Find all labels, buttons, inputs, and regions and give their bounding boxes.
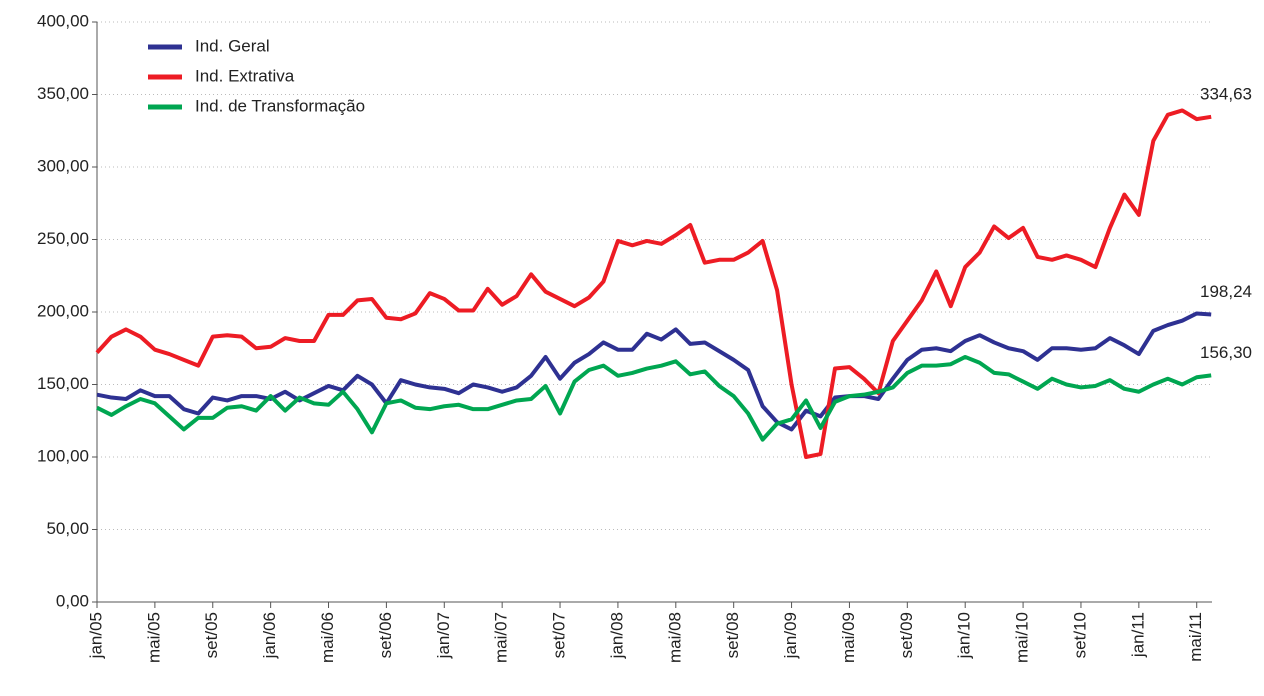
series-line — [96, 311, 1212, 432]
x-tick-label: set/08 — [723, 612, 742, 658]
x-tick-label: mai/05 — [144, 612, 163, 663]
x-tick-label: jan/10 — [955, 612, 974, 659]
x-tick-label: mai/07 — [492, 612, 511, 663]
x-tick-label: jan/07 — [434, 612, 453, 659]
x-tick-label: jan/08 — [607, 612, 626, 659]
legend-label: Ind. Geral — [195, 36, 270, 55]
y-tick-label: 200,00 — [37, 301, 89, 320]
x-tick-label: set/07 — [550, 612, 569, 658]
x-tick-label: set/09 — [897, 612, 916, 658]
x-tick-label: jan/06 — [260, 612, 279, 659]
x-tick-label: mai/10 — [1013, 612, 1032, 663]
legend-label: Ind. de Transformação — [195, 96, 365, 115]
legend-label: Ind. Extrativa — [195, 66, 295, 85]
x-tick-label: set/06 — [376, 612, 395, 658]
series-line — [96, 354, 1212, 442]
value-label: 334,63 — [1200, 84, 1252, 103]
x-tick-label: set/10 — [1070, 612, 1089, 658]
x-tick-label: mai/06 — [318, 612, 337, 663]
y-tick-label: 350,00 — [37, 84, 89, 103]
x-tick-label: mai/08 — [665, 612, 684, 663]
y-tick-label: 150,00 — [37, 374, 89, 393]
y-tick-label: 400,00 — [37, 11, 89, 30]
y-tick-label: 100,00 — [37, 446, 89, 465]
x-tick-label: mai/09 — [839, 612, 858, 663]
y-tick-label: 0,00 — [56, 591, 89, 610]
x-tick-label: jan/09 — [781, 612, 800, 659]
x-tick-label: mai/11 — [1186, 612, 1205, 662]
value-label: 156,30 — [1200, 343, 1252, 362]
y-tick-label: 50,00 — [46, 519, 89, 538]
x-tick-label: set/05 — [202, 612, 221, 658]
y-tick-label: 300,00 — [37, 156, 89, 175]
y-tick-label: 250,00 — [37, 229, 89, 248]
series-line — [95, 108, 1212, 459]
x-tick-label: jan/05 — [86, 612, 105, 659]
x-tick-label: jan/11 — [1128, 612, 1147, 658]
value-label: 198,24 — [1200, 282, 1252, 301]
